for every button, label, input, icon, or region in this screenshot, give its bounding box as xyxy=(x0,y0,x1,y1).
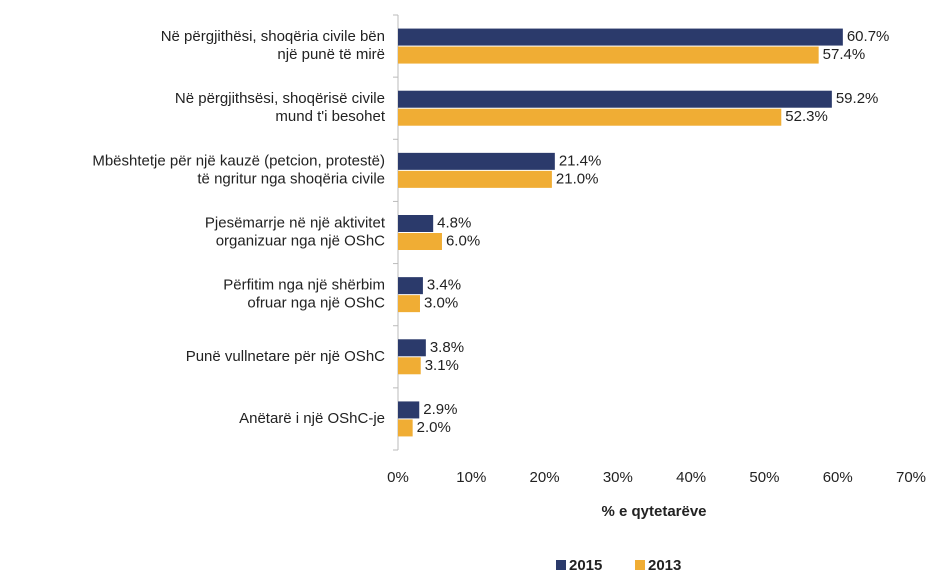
bar xyxy=(398,170,552,188)
bar xyxy=(398,46,819,64)
value-label: 21.0% xyxy=(556,170,599,187)
bar xyxy=(398,277,423,295)
x-tick-label: 30% xyxy=(603,469,633,486)
category-label: Përfitim nga një shërbim xyxy=(223,277,385,294)
bar xyxy=(398,108,782,126)
category-label: Anëtarë i një OShC-je xyxy=(239,410,385,427)
category-label: ofruar nga një OShC xyxy=(247,295,385,312)
value-label: 2.0% xyxy=(417,419,451,436)
x-tick-label: 50% xyxy=(749,469,779,486)
category-label: të ngritur nga shoqëria civile xyxy=(197,170,385,187)
bar xyxy=(398,233,442,250)
x-tick-label: 60% xyxy=(823,469,853,486)
category-label: organizuar nga një OShC xyxy=(216,232,385,249)
category-label: Pjesëmarrje në një aktivitet xyxy=(205,214,386,231)
category-label: Në përgjithësi, shoqëria civile bën xyxy=(161,28,385,45)
bar xyxy=(398,357,421,375)
bar xyxy=(398,28,843,46)
legend-swatch xyxy=(556,560,566,570)
category-label: Në përgjithsësi, shoqërisë civile xyxy=(175,90,385,107)
legend-label: 2015 xyxy=(569,557,602,574)
value-label: 21.4% xyxy=(559,152,602,169)
bar xyxy=(398,419,413,437)
legend-label: 2013 xyxy=(648,557,681,574)
x-tick-label: 10% xyxy=(456,469,486,486)
value-label: 3.4% xyxy=(427,277,461,294)
category-label: mund t'i besohet xyxy=(275,108,385,125)
value-label: 2.9% xyxy=(423,401,457,418)
category-label: Punë vullnetare për një OShC xyxy=(186,348,385,365)
bar xyxy=(398,215,434,232)
bar xyxy=(398,90,832,108)
value-label: 57.4% xyxy=(823,46,866,63)
value-label: 52.3% xyxy=(785,108,828,125)
value-label: 6.0% xyxy=(446,232,480,249)
value-label: 3.0% xyxy=(424,295,458,312)
x-tick-label: 0% xyxy=(387,469,409,486)
value-label: 3.8% xyxy=(430,339,464,356)
category-label: një punë të mirë xyxy=(277,46,385,63)
bar xyxy=(398,401,420,419)
bar xyxy=(398,339,426,357)
value-label: 3.1% xyxy=(425,357,459,374)
x-tick-label: 20% xyxy=(530,469,560,486)
x-tick-label: 70% xyxy=(896,469,926,486)
category-label: Mbështetje për një kauzë (petcion, prote… xyxy=(92,152,385,169)
legend-swatch xyxy=(635,560,645,570)
x-tick-label: 40% xyxy=(676,469,706,486)
value-label: 4.8% xyxy=(437,214,471,231)
x-axis-title: % e qytetarëve xyxy=(601,503,706,520)
value-label: 59.2% xyxy=(836,90,879,107)
bar xyxy=(398,152,555,170)
value-label: 60.7% xyxy=(847,28,890,45)
bar xyxy=(398,295,420,313)
